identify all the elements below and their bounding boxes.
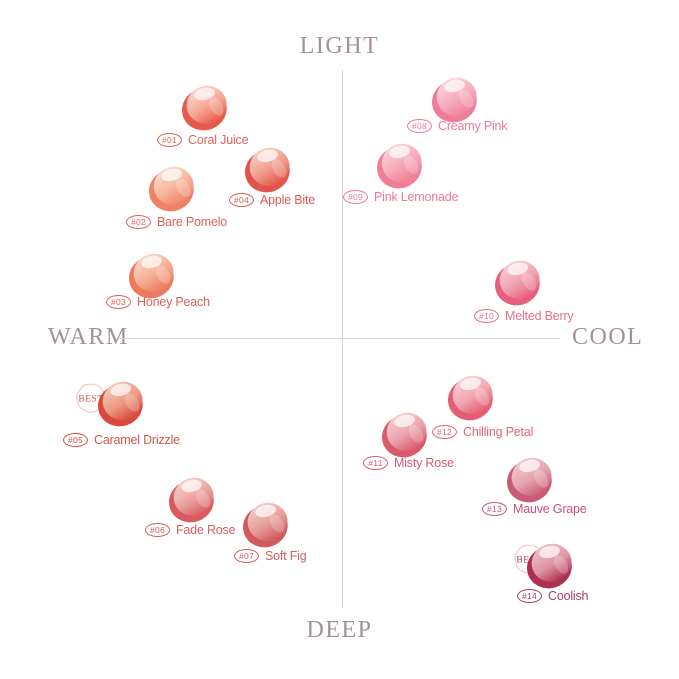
- tint-swatch-misty-rose: [378, 409, 432, 461]
- shade-label: #05 Caramel Drizzle: [63, 433, 180, 447]
- tint-swatch-mauve-grape: [503, 454, 557, 506]
- axis-label-cool: COOL: [572, 324, 644, 350]
- shade-label: #09 Pink Lemonade: [343, 190, 458, 204]
- shade-number-badge: #03: [106, 295, 131, 309]
- tint-swatch-creamy-pink: [428, 74, 482, 126]
- shade-number-badge: #02: [126, 215, 151, 229]
- shade-number-badge: #08: [407, 119, 432, 133]
- shade-label: #07 Soft Fig: [234, 549, 307, 563]
- shade-name: Apple Bite: [260, 193, 315, 207]
- tint-swatch-chilling-petal: [444, 372, 498, 424]
- shade-number-badge: #09: [343, 190, 368, 204]
- tint-drop: [244, 147, 290, 193]
- shade-number-badge: #13: [482, 502, 507, 516]
- shade-name: Chilling Petal: [463, 425, 534, 439]
- shade-name: Bare Pomelo: [157, 215, 228, 229]
- shade-label: #14 Coolish: [517, 589, 588, 603]
- tint-swatch-coolish: BEST: [514, 540, 577, 592]
- tint-swatch-honey-peach: [125, 250, 179, 302]
- tint-swatch-pink-lemonade: [373, 140, 427, 192]
- shade-number-badge: #12: [432, 425, 457, 439]
- shade-name: Mauve Grape: [513, 502, 587, 516]
- shade-label: #11 Misty Rose: [363, 456, 454, 470]
- axis-label-deep: DEEP: [306, 617, 373, 643]
- shade-name: Pink Lemonade: [374, 190, 459, 204]
- shade-number-badge: #04: [229, 193, 254, 207]
- horizontal-axis-line: [118, 338, 560, 339]
- shade-label: #02 Bare Pomelo: [126, 215, 227, 229]
- shade-label: #04 Apple Bite: [229, 193, 315, 207]
- shade-name: Soft Fig: [265, 549, 307, 563]
- tint-drop: [97, 381, 143, 427]
- shade-name: Coolish: [548, 589, 589, 603]
- tint-swatch-melted-berry: [491, 257, 545, 309]
- tint-drop: [494, 260, 540, 306]
- shade-number-badge: #01: [157, 133, 182, 147]
- shade-label: #01 Coral Juice: [157, 133, 249, 147]
- shade-name: Caramel Drizzle: [94, 433, 180, 447]
- axis-label-warm: WARM: [48, 324, 129, 350]
- shade-name: Melted Berry: [505, 309, 574, 323]
- shade-label: #13 Mauve Grape: [482, 502, 587, 516]
- shade-name: Honey Peach: [137, 295, 210, 309]
- best-badge-label: BEST: [78, 395, 103, 405]
- shade-name: Coral Juice: [188, 133, 249, 147]
- tint-drop: [526, 543, 572, 589]
- tint-drop: [181, 85, 227, 131]
- tint-swatch-fade-rose: [165, 474, 219, 526]
- shade-name: Fade Rose: [176, 523, 236, 537]
- tint-drop: [242, 502, 288, 548]
- shade-number-badge: #06: [145, 523, 170, 537]
- tint-swatch-bare-pomelo: [145, 163, 199, 215]
- shade-label: #08 Creamy Pink: [407, 119, 508, 133]
- tint-drop: [148, 166, 194, 212]
- tint-swatch-coral-juice: [178, 82, 232, 134]
- shade-number-badge: #05: [63, 433, 88, 447]
- shade-label: #06 Fade Rose: [145, 523, 236, 537]
- shade-number-badge: #11: [363, 456, 388, 470]
- tint-drop: [128, 253, 174, 299]
- shade-label: #10 Melted Berry: [474, 309, 574, 323]
- tint-drop: [168, 477, 214, 523]
- shade-number-badge: #07: [234, 549, 259, 563]
- shade-name: Misty Rose: [394, 456, 454, 470]
- shade-number-badge: #14: [517, 589, 542, 603]
- axis-label-light: LIGHT: [299, 33, 380, 59]
- shade-label: #12 Chilling Petal: [432, 425, 533, 439]
- tint-swatch-apple-bite: [241, 144, 295, 196]
- shade-label: #03 Honey Peach: [106, 295, 210, 309]
- vertical-axis-line: [342, 70, 343, 608]
- tint-drop: [376, 143, 422, 189]
- tint-drop: [506, 457, 552, 503]
- tint-drop: [447, 375, 493, 421]
- tint-drop: [431, 77, 477, 123]
- tint-swatch-caramel-drizzle: BEST: [76, 378, 148, 430]
- shade-name: Creamy Pink: [438, 119, 508, 133]
- tint-swatch-soft-fig: [239, 499, 293, 551]
- shade-number-badge: #10: [474, 309, 499, 323]
- tint-drop: [381, 412, 427, 458]
